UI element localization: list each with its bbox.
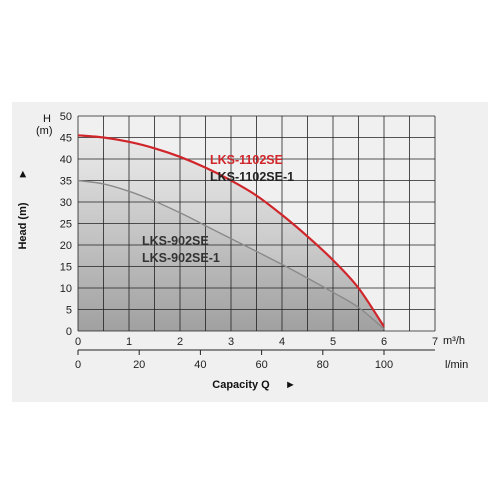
y-tick-label: 30 bbox=[60, 197, 72, 209]
y-tick-label: 15 bbox=[60, 262, 72, 274]
y-tick-label: 45 bbox=[60, 133, 72, 145]
x-axis-arrow-icon: ► bbox=[285, 379, 296, 391]
series-line-lks-902se bbox=[77, 179, 385, 330]
series-label-lks-1102se-1: LKS-1102SE-1 bbox=[210, 170, 294, 184]
x2-tick-label: 40 bbox=[194, 359, 206, 371]
x-tick-label: 0 bbox=[75, 336, 81, 348]
x-tick-label: 5 bbox=[330, 336, 336, 348]
x2-tick-label: 0 bbox=[75, 359, 81, 371]
series-label-lks-902se: LKS-902SE bbox=[142, 234, 209, 248]
x-tick-label: 3 bbox=[228, 336, 234, 348]
y-tick-label: 5 bbox=[66, 305, 72, 317]
x2-tick-label: 20 bbox=[133, 359, 145, 371]
series-line-lks-1102se bbox=[77, 134, 385, 328]
x2-tick-label: 60 bbox=[255, 359, 267, 371]
x2-tick-label: 100 bbox=[375, 359, 393, 371]
x-tick-label: 7 bbox=[432, 336, 438, 348]
x-axis-primary-unit: m³/h bbox=[443, 335, 465, 347]
series-label-lks-1102se: LKS-1102SE bbox=[210, 153, 283, 167]
y-tick-label: 20 bbox=[60, 240, 72, 252]
y-tick-label: 0 bbox=[66, 326, 72, 338]
y-axis-symbol: H bbox=[43, 113, 51, 125]
x-tick-label: 6 bbox=[381, 336, 387, 348]
x-tick-label: 1 bbox=[126, 336, 132, 348]
y-axis-unit: (m) bbox=[36, 125, 53, 137]
x-axis-label: Capacity Q bbox=[212, 379, 270, 391]
y-axis-arrow-icon: ► bbox=[17, 169, 29, 180]
x-tick-label: 2 bbox=[177, 336, 183, 348]
series-label-lks-902se-1: LKS-902SE-1 bbox=[142, 251, 220, 265]
x-axis-secondary-unit: l/min bbox=[445, 359, 468, 371]
y-tick-label: 40 bbox=[60, 154, 72, 166]
y-tick-label: 35 bbox=[60, 176, 72, 188]
y-tick-label: 50 bbox=[60, 111, 72, 123]
x-tick-label: 4 bbox=[279, 336, 285, 348]
x2-tick-label: 80 bbox=[317, 359, 329, 371]
y-tick-label: 10 bbox=[60, 283, 72, 295]
y-tick-label: 25 bbox=[60, 219, 72, 231]
y-axis-label: Head (m) bbox=[17, 202, 29, 249]
